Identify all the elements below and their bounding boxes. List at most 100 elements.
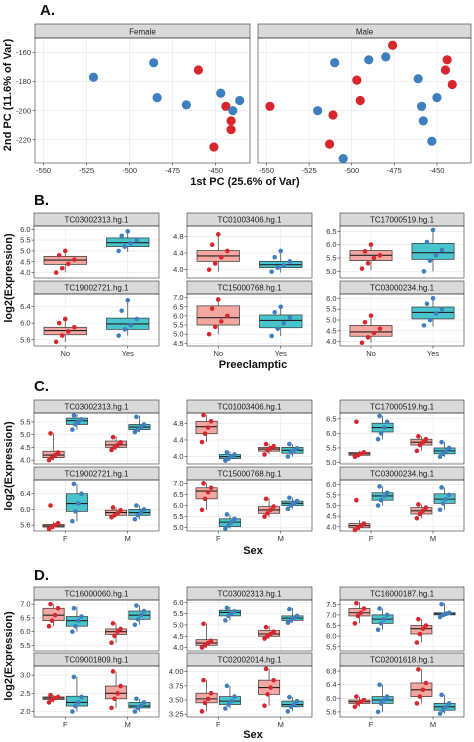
pca-facet-male-point <box>388 40 398 50</box>
panel-c-facet-tc19002721-hg-1-xtick-label: F <box>63 534 68 543</box>
panel-d-facet-tc03002313-hg-1-ytick-label: 5.0 <box>173 620 183 629</box>
panel-d-facet-tc02002014-hg-1-point <box>223 706 228 711</box>
panel-c-facet-tc15000768-hg-1-point <box>229 519 234 525</box>
panel-d-facet-tc09001809-hg-1-point <box>79 694 84 700</box>
panel-d-facet-tc09001809-hg-1-point <box>48 692 53 698</box>
panel-d-facet-tc09001809-hg-1-xtick-label: F <box>63 720 68 729</box>
panel-c-facet-tc19002721-hg-1-point <box>71 481 77 487</box>
panel-d-facet-tc16000187-hg-1-point <box>439 601 444 607</box>
panel-b-facet-tc17000519-hg-1-border <box>339 225 465 279</box>
panel-c-facet-tc15000768-hg-1-point <box>199 507 205 513</box>
panel-d-facet-tc09001809-hg-1-border <box>33 665 160 718</box>
pca-facet-male-point <box>442 55 452 65</box>
pca-facet-female-point <box>216 88 226 98</box>
panel-b-facet-tc03000234-hg-1-ytick-label: 5.0 <box>326 316 336 325</box>
panel-c-facet-tc03002313-hg-1-point <box>55 450 61 455</box>
panel-c-facet-tc03002313-hg-1-point <box>141 422 147 427</box>
panel-c-facet-tc17000519-hg-1-ytick-label: 5.0 <box>326 458 336 467</box>
panel-c-facet-tc03002313-hg-1-point <box>112 445 117 450</box>
panel-b-facet-tc17000519-hg-1-point <box>371 255 377 261</box>
panel-d-facet-tc02002014-hg-1-xtick-label: F <box>216 720 221 729</box>
panel-c-facet-tc03000234-hg-1-xtick-label: M <box>430 534 436 543</box>
pca-facet-male-xtick-label: -500 <box>344 166 359 175</box>
panel-c-facet-tc19002721-hg-1-point <box>135 513 141 518</box>
panel-b-facet-tc15000768-hg-1-ytick-label: 5.0 <box>173 330 183 339</box>
panel-c-facet-tc17000519-hg-1-point <box>420 439 426 445</box>
plot-area: Female -550 -525 -500 -475 -450 -220 -200 -180 -1… <box>16 23 472 729</box>
panel-d-facet-tc09001809-hg-1-point <box>109 705 114 711</box>
panel-d-facet-tc02002014-hg-1-point <box>263 666 269 672</box>
panel-d-facet-tc02001618-hg-1-point <box>440 707 446 713</box>
pca-facet-male-xtick-label: -450 <box>429 166 444 175</box>
panel-c-facet-tc17000519-hg-1-border <box>339 412 465 465</box>
pca-facet-female-xtick-label: -475 <box>165 166 180 175</box>
panel-b-facet-tc01003406-hg-1-point <box>215 232 221 237</box>
panel-b-x-title: Preeclamptic <box>219 359 287 371</box>
panel-c-facet-tc03000234-hg-1-ytick-label: 4.5 <box>326 512 336 521</box>
panel-c-facet-tc03002313-hg-1-point <box>76 419 81 425</box>
panel-d-facet-tc09001809-hg-1-point <box>76 700 81 705</box>
panel-b-facet-tc15000768-hg-1-ytick-label: 4.5 <box>173 339 183 348</box>
panel-d-facet-tc16000060-hg-1-point <box>46 623 52 629</box>
panel-c-facet-tc01003406-hg-1-point <box>262 452 267 457</box>
panel-b-facet-tc17000519-hg-1-point <box>439 247 445 253</box>
panel-d-facet-tc16000060-hg-1-point <box>79 614 84 619</box>
panel-b-facet-tc19002721-hg-1-point <box>65 329 71 334</box>
panel-c-facet-tc17000519-hg-1-point <box>416 434 421 439</box>
panel-d-facet-tc16000060-hg-1-point <box>112 633 117 639</box>
panel-c-facet-tc03000234-hg-1-point <box>378 497 384 503</box>
panel-d-facet-tc02001618-hg-1-point <box>446 701 452 706</box>
panel-d-facet-tc02001618-hg-1-point <box>352 704 358 710</box>
panel-d-facet-tc16000060-hg-1-point <box>49 618 55 623</box>
panel-c-facet-tc03000234-hg-1-point <box>420 508 426 514</box>
panel-c-facet-tc17000519-hg-1-point <box>361 450 367 455</box>
panel-d-facet-tc09001809-hg-1-point <box>110 669 116 674</box>
panel-d-facet-tc02001618-hg-1-point <box>417 694 423 699</box>
panel-d-facet-tc09001809-hg-1-point <box>138 703 144 709</box>
panel-b-facet-tc19002721-hg-1-point <box>59 333 65 338</box>
panel-d-facet-tc02002014-hg-1-point <box>268 685 273 690</box>
pca-facet-female-xtick-label: -550 <box>36 166 51 175</box>
panel-b-facet-tc17000519-hg-1-point <box>362 249 368 254</box>
panel-c-facet-tc03002313-hg-1-ytick-label: 5.0 <box>20 430 30 439</box>
panel-c-facet-tc01003406-hg-1-point <box>208 418 214 424</box>
pca-ytick-label: -180 <box>16 77 31 86</box>
panel-c-facet-tc19002721-hg-1-xtick-label: M <box>125 534 131 543</box>
panel-d-facet-tc02002014-hg-1-point <box>291 702 297 707</box>
panel-d-facet-tc16000187-hg-1-ytick-label: 7.0 <box>326 610 336 619</box>
panel-d-facet-tc02001618-hg-1-point <box>375 709 381 715</box>
panel-b-facet-tc19002721-hg-1-point <box>119 308 124 313</box>
panel-d-facet-tc02001618-hg-1-ytick-label: 6.8 <box>326 667 336 676</box>
panel-c-facet-tc03002313-hg-1-point <box>138 424 144 430</box>
panel-c-facet-tc15000768-hg-1-point <box>201 481 206 486</box>
panel-c-facet-tc03000234-hg-1-point <box>384 490 390 496</box>
panel-d-facet-tc02001618-hg-1-xtick-label: M <box>430 720 436 729</box>
panel-b-facet-tc15000768-hg-1-point <box>218 319 224 324</box>
panel-b-facet-tc15000768-hg-1-ytick-label: 5.5 <box>173 321 183 330</box>
panel-d-facet-tc03002313-hg-1-point <box>224 605 230 611</box>
panel-c-facet-tc01003406-hg-1-point <box>285 454 291 459</box>
panel-c-facet-tc03002313-hg-1-point <box>118 440 123 445</box>
panel-b-facet-tc19002721-hg-1-point <box>53 339 59 345</box>
panel-b-facet-tc15000768-hg-1-point <box>272 309 277 315</box>
panel-b-facet-tc03002313-hg-1-point <box>128 241 134 246</box>
panel-b-facet-tc03002313-hg-1-point <box>62 248 68 254</box>
panel-d-facet-tc02001618-hg-1-ytick-label: 6.4 <box>326 680 336 689</box>
panel-b-facet-tc01003406-hg-1-point <box>275 265 281 270</box>
panel-d-facet-tc16000187-hg-1-ytick-label: 5.5 <box>326 642 336 651</box>
pca-facet-male-point <box>416 101 427 111</box>
panel-c-facet-tc01003406-hg-1-strip-label: TC01003406.hg.1 <box>217 403 282 412</box>
panel-d-facet-tc02002014-hg-1-ytick-label: 4.00 <box>169 667 184 676</box>
panel-b-facet-tc19002721-hg-1-point <box>62 316 68 322</box>
panel-b-facet-tc15000768-hg-1-point <box>269 333 274 339</box>
panel-d-facet-tc09001809-hg-1-point <box>134 696 139 702</box>
pca-facet-male-point <box>418 116 428 126</box>
panel-c-facet-tc03000234-hg-1-point <box>354 497 359 503</box>
panel-c-facet-tc03002313-hg-1-strip-label: TC03002313.hg.1 <box>64 403 129 412</box>
panel-c-facet-tc17000519-hg-1-ytick-label: 6.0 <box>326 429 336 438</box>
panel-c-facet-tc01003406-hg-1-point <box>263 441 269 447</box>
panel-b-facet-tc03000234-hg-1-point <box>430 296 436 301</box>
panel-b-facet-tc17000519-hg-1-ytick-label: 5.0 <box>326 267 336 276</box>
panel-b-facet-tc15000768-hg-1-point <box>212 324 218 330</box>
panel-c-facet-tc03000234-hg-1-point <box>361 521 367 526</box>
